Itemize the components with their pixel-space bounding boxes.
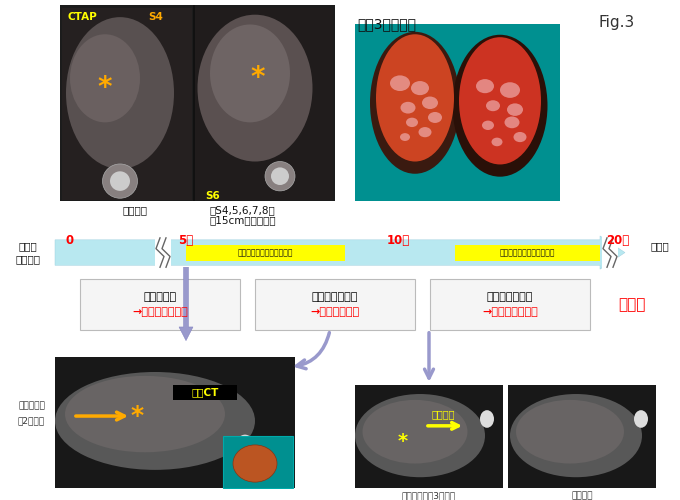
Bar	[508, 384, 656, 488]
Text: 治療年: 治療年	[651, 240, 669, 250]
Text: *: *	[131, 404, 143, 428]
Ellipse shape	[66, 17, 174, 169]
Ellipse shape	[513, 132, 526, 142]
Text: →残肝部分切除: →残肝部分切除	[311, 308, 360, 318]
Text: CTAP: CTAP	[67, 12, 97, 22]
Bar	[155, 236, 171, 269]
Text: 肝右3区域切除: 肝右3区域切除	[357, 18, 416, 32]
Text: 10年: 10年	[386, 234, 409, 247]
FancyArrow shape	[179, 267, 193, 340]
Text: S4: S4	[148, 12, 163, 22]
Ellipse shape	[55, 372, 255, 470]
Ellipse shape	[376, 34, 454, 162]
Ellipse shape	[510, 394, 642, 477]
FancyBboxPatch shape	[255, 279, 415, 330]
Ellipse shape	[452, 35, 547, 176]
FancyBboxPatch shape	[430, 279, 590, 330]
Bar	[62, 8, 192, 200]
Ellipse shape	[418, 127, 432, 137]
Text: 【2回目】: 【2回目】	[18, 416, 45, 426]
Ellipse shape	[233, 445, 277, 482]
Text: 20年: 20年	[607, 234, 630, 247]
Ellipse shape	[401, 102, 415, 114]
Text: 無再発: 無再発	[618, 297, 646, 312]
Text: 初回肝再発: 初回肝再発	[143, 292, 177, 302]
Text: ２回目残肝再発: ２回目残肝再発	[312, 292, 358, 302]
Bar	[173, 384, 237, 400]
Text: *: *	[398, 432, 408, 451]
Text: 5年: 5年	[178, 234, 194, 247]
Bar	[355, 384, 503, 488]
Text: *: *	[98, 74, 112, 102]
Text: 径15cmの巨大腫瘍: 径15cmの巨大腫瘍	[210, 216, 277, 226]
Text: 肝再発腫瘍（3回目）: 肝再発腫瘍（3回目）	[402, 492, 456, 500]
Ellipse shape	[500, 82, 520, 98]
Ellipse shape	[103, 164, 137, 198]
Bar	[195, 8, 333, 200]
Ellipse shape	[480, 410, 494, 428]
Ellipse shape	[507, 104, 523, 116]
Text: →化学療法で消失: →化学療法で消失	[482, 308, 538, 318]
Text: 大腸癌: 大腸癌	[18, 240, 37, 250]
Ellipse shape	[406, 118, 418, 127]
Ellipse shape	[236, 434, 254, 456]
Ellipse shape	[428, 112, 442, 123]
Ellipse shape	[197, 14, 313, 162]
Bar	[55, 358, 295, 488]
Ellipse shape	[210, 24, 290, 122]
Bar	[455, 244, 600, 262]
Text: 0: 0	[66, 234, 74, 247]
Ellipse shape	[390, 76, 410, 91]
Ellipse shape	[355, 394, 485, 477]
Ellipse shape	[370, 32, 460, 174]
Text: 腫瘍消失: 腫瘍消失	[571, 492, 593, 500]
Text: 造影CT: 造影CT	[191, 388, 219, 398]
Bar	[355, 24, 560, 201]
Ellipse shape	[476, 79, 494, 93]
Ellipse shape	[362, 400, 468, 464]
Ellipse shape	[110, 172, 130, 191]
Text: 化学療法: 化学療法	[431, 409, 455, 419]
Ellipse shape	[65, 376, 225, 452]
Text: ３回目残肝再発: ３回目残肝再発	[487, 292, 533, 302]
Ellipse shape	[459, 37, 541, 164]
Ellipse shape	[265, 162, 295, 191]
Ellipse shape	[634, 410, 648, 428]
Text: 肝再発腫瘍: 肝再発腫瘍	[18, 402, 45, 411]
Ellipse shape	[482, 120, 494, 130]
Text: 化学療法（抗がん剤治療）: 化学療法（抗がん剤治療）	[238, 248, 293, 257]
FancyArrow shape	[55, 236, 625, 269]
FancyBboxPatch shape	[80, 279, 240, 330]
Ellipse shape	[271, 168, 289, 185]
Text: 化学療法（抗がん剤治療）: 化学療法（抗がん剤治療）	[500, 248, 556, 257]
Bar	[223, 436, 293, 488]
Text: Fig.3: Fig.3	[598, 14, 634, 30]
Text: S6: S6	[205, 191, 220, 201]
Ellipse shape	[411, 81, 429, 95]
Ellipse shape	[486, 100, 500, 111]
Text: 初回再発: 初回再発	[122, 206, 148, 216]
Bar	[186, 244, 345, 262]
Text: 肝S4,5,6,7,8、: 肝S4,5,6,7,8、	[210, 206, 276, 216]
Text: →肝右３区域切除: →肝右３区域切除	[132, 308, 188, 318]
Ellipse shape	[422, 96, 438, 109]
Ellipse shape	[70, 34, 140, 122]
Ellipse shape	[492, 138, 503, 146]
Ellipse shape	[505, 116, 520, 128]
Text: *: *	[251, 64, 265, 92]
Ellipse shape	[516, 400, 624, 464]
Bar	[193, 5, 195, 200]
Bar	[602, 236, 618, 269]
Bar	[60, 5, 335, 200]
Text: 他院手術: 他院手術	[16, 254, 41, 264]
Ellipse shape	[400, 133, 410, 141]
